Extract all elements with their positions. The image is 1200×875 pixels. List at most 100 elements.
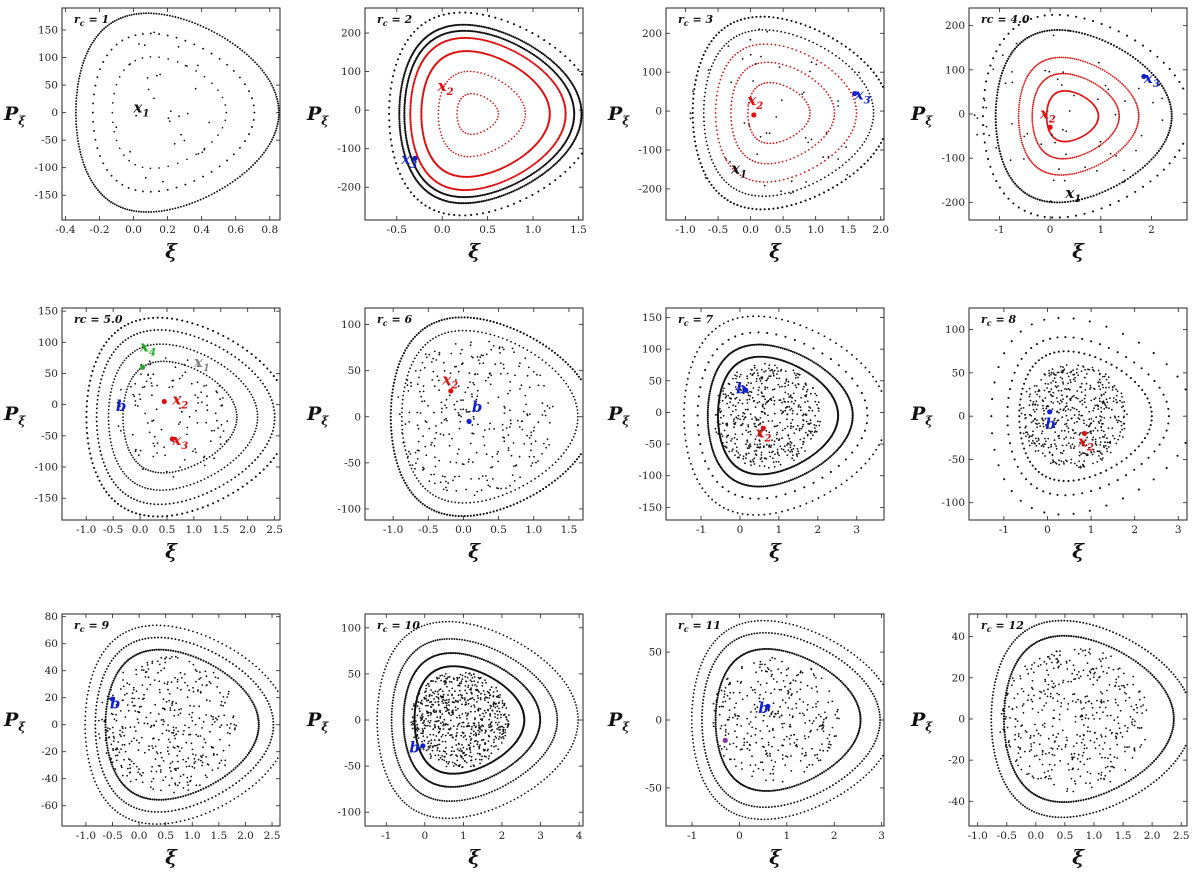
orbit-point [1137, 120, 1140, 123]
orbit-point [152, 488, 155, 491]
orbit-point [1000, 72, 1004, 75]
orbit-point [730, 100, 733, 103]
orbit-point [158, 12, 161, 15]
chaos-point [183, 363, 186, 366]
orbit-point [134, 59, 137, 62]
chaos-point [134, 450, 137, 453]
orbit-point [1089, 34, 1092, 37]
orbit-point [80, 156, 83, 159]
orbit-point [1067, 173, 1069, 176]
orbit-point [403, 73, 406, 76]
orbit-point [474, 37, 477, 40]
orbit-point [94, 360, 97, 363]
orbit-point [476, 195, 479, 198]
orbit-point [1165, 94, 1169, 97]
orbit-point [506, 47, 509, 50]
orbit-point [820, 45, 822, 48]
orbit-point [221, 96, 224, 99]
orbit-point [739, 205, 743, 208]
chaos-point [472, 381, 475, 384]
orbit-point [729, 58, 732, 61]
chaos-point [491, 455, 494, 458]
orbit-point [1045, 200, 1049, 203]
orbit-point [739, 49, 742, 52]
orbit-point [452, 201, 455, 204]
chaos-point [470, 341, 472, 344]
orbit-point [133, 458, 136, 461]
y-tick-label: -50 [41, 430, 58, 442]
x-tick-label: -0.2 [89, 224, 109, 236]
chaos-point [1049, 200, 1052, 203]
orbit-point [424, 343, 427, 346]
orbit-point [147, 514, 150, 518]
orbit-point [404, 449, 407, 452]
orbit-point [227, 494, 230, 497]
orbit-point [730, 108, 732, 110]
orbit-point [1034, 137, 1037, 140]
orbit-point [137, 12, 140, 15]
orbit-point [403, 386, 406, 389]
orbit-point [851, 68, 853, 71]
chaos-point [197, 402, 200, 404]
orbit-point [399, 134, 402, 137]
orbit-point [401, 476, 404, 479]
orbit-point [995, 133, 998, 136]
orbit-point [271, 84, 274, 87]
orbit-point [79, 151, 82, 153]
orbit-point [870, 125, 873, 127]
orbit-point [516, 52, 520, 55]
orbit-point [472, 195, 476, 198]
orbit-point [512, 42, 516, 45]
chaos-point [508, 426, 511, 428]
orbit-point [98, 352, 101, 355]
orbit-point [772, 194, 775, 197]
orbit-point [250, 166, 253, 168]
orbit-point [226, 63, 229, 66]
chaos-point [219, 443, 222, 445]
orbit-point [75, 117, 77, 120]
orbit-point [398, 114, 401, 117]
orbit-point [502, 31, 505, 34]
chaos-point [689, 112, 692, 115]
orbit-point [141, 190, 144, 193]
orbit-point [450, 330, 453, 333]
orbit-point [715, 99, 718, 101]
orbit-point [1007, 197, 1010, 200]
orbit-point [191, 202, 194, 204]
chaos-point [407, 390, 410, 392]
chaos-point [203, 456, 205, 459]
orbit-point [440, 319, 443, 322]
orbit-point [982, 97, 985, 100]
orbit-point [529, 174, 532, 177]
orbit-point [532, 163, 535, 166]
orbit-point [1101, 39, 1104, 42]
orbit-point [1017, 113, 1020, 115]
orbit-point [429, 492, 432, 494]
orbit-curve [1031, 72, 1121, 160]
orbit-point [789, 87, 792, 90]
orbit-point [521, 55, 524, 58]
orbit-point [460, 29, 463, 32]
orbit-point [193, 43, 196, 46]
orbit-point [438, 98, 441, 101]
orbit-point [1007, 172, 1010, 175]
orbit-point [208, 456, 211, 458]
orbit-point [1168, 129, 1171, 132]
orbit-point [504, 38, 507, 41]
chaos-point [453, 403, 456, 406]
orbit-point [799, 22, 802, 25]
orbit-point [1167, 131, 1170, 134]
orbit-point [409, 111, 412, 114]
orbit-point [1021, 88, 1023, 91]
orbit-point [1033, 134, 1036, 137]
orbit-point [505, 179, 508, 182]
orbit-point [202, 459, 205, 462]
orbit-point [218, 34, 221, 37]
orbit-point [516, 181, 519, 184]
orbit-point [235, 423, 237, 426]
orbit-point [715, 94, 718, 97]
orbit-point [1154, 154, 1157, 157]
orbit-point [525, 183, 528, 186]
orbit-point [745, 177, 748, 180]
orbit-point [996, 136, 999, 139]
